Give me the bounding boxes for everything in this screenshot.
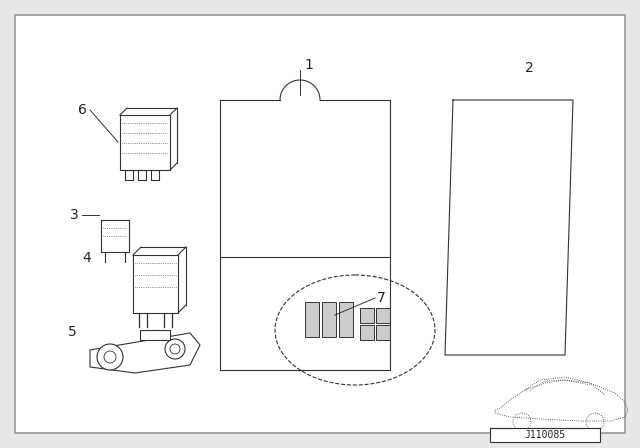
Text: 4: 4 [82,251,91,265]
Bar [360,308,374,323]
Text: 5: 5 [68,325,77,339]
Bar [376,325,390,340]
Circle shape [170,344,180,354]
Ellipse shape [275,275,435,385]
Bar [305,302,319,337]
Text: 1: 1 [304,58,313,72]
Bar [360,325,374,340]
Bar [490,428,600,442]
Circle shape [97,344,123,370]
Polygon shape [90,333,200,373]
Bar [140,330,170,340]
Text: J110085: J110085 [524,430,566,440]
Text: 3: 3 [70,208,79,222]
Text: 7: 7 [377,291,386,305]
Text: 6: 6 [78,103,87,117]
Circle shape [586,413,604,431]
Text: 2: 2 [525,61,534,75]
Bar [339,302,353,337]
Bar [376,308,390,323]
Circle shape [104,351,116,363]
Circle shape [165,339,185,359]
Bar [322,302,336,337]
Circle shape [513,413,531,431]
